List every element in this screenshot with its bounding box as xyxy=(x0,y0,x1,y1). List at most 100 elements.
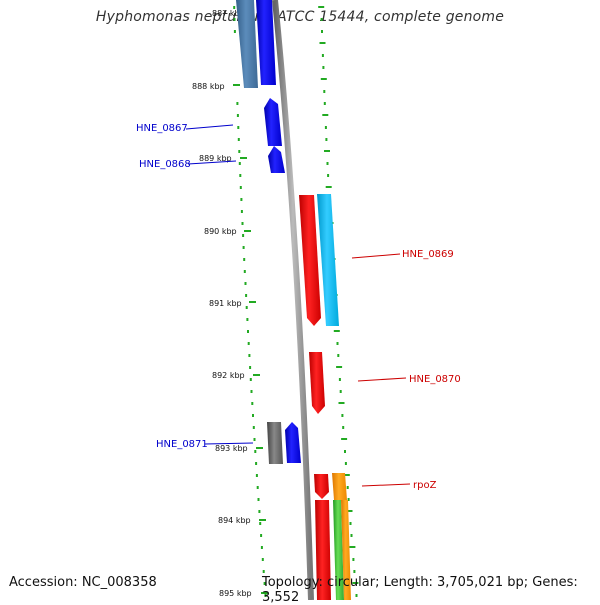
track-dot xyxy=(339,390,342,393)
track-dot xyxy=(327,174,330,177)
map-title: Hyphomonas neptunium ATCC 15444, complet… xyxy=(95,9,505,25)
track-dot xyxy=(347,498,350,501)
gene-hne-0870[interactable] xyxy=(309,352,325,414)
track-dot xyxy=(263,582,266,585)
track-dot xyxy=(260,546,263,549)
track-dot xyxy=(233,18,236,21)
feature-red-2[interactable] xyxy=(315,500,331,600)
kbp-scale: 887 kbp 888 kbp 889 kbp 890 kbp 891 kbp … xyxy=(192,9,268,598)
kbp-label-887: 887 kbp xyxy=(212,9,245,18)
track-dot xyxy=(244,282,247,285)
kbp-label-894: 894 kbp xyxy=(218,516,251,525)
track-dot xyxy=(333,330,340,332)
track-dot xyxy=(255,462,258,465)
track-dot xyxy=(243,270,246,273)
gene-hne-0869[interactable] xyxy=(299,195,321,326)
track-dot xyxy=(261,558,264,561)
kbp-label-889: 889 kbp xyxy=(199,154,232,163)
track-dot xyxy=(251,402,254,405)
track-dot xyxy=(247,342,250,345)
gene-hne-0867[interactable] xyxy=(264,98,282,146)
track-dot xyxy=(245,306,248,309)
label-hne-0868[interactable]: HNE_0868 xyxy=(139,159,191,170)
feature-green-1[interactable] xyxy=(333,500,344,600)
label-hne-0871[interactable]: HNE_0871 xyxy=(156,439,208,450)
track-dot xyxy=(349,546,356,548)
gene-hne-0868[interactable] xyxy=(268,146,285,173)
track-dot xyxy=(252,414,254,417)
track-dot xyxy=(341,438,348,440)
track-dot xyxy=(352,582,359,584)
track-dot xyxy=(242,246,245,249)
feature-blue-1[interactable] xyxy=(256,0,276,85)
kbp-label-893: 893 kbp xyxy=(215,444,248,453)
leader-hne-0871 xyxy=(204,442,254,445)
track-dot xyxy=(249,378,252,381)
track-dot xyxy=(233,30,236,33)
track-dot xyxy=(257,498,260,501)
track-dot xyxy=(322,66,325,69)
track-dot xyxy=(338,378,341,381)
track-dot xyxy=(240,210,243,213)
track-dot xyxy=(323,90,326,93)
track-dot xyxy=(246,318,249,321)
track-dot xyxy=(238,162,241,165)
track-dot xyxy=(319,42,326,44)
track-dot xyxy=(242,234,245,237)
reverse-strand-features xyxy=(236,0,301,464)
feature-steel-1[interactable] xyxy=(236,0,258,88)
kbp-label-891: 891 kbp xyxy=(209,299,242,308)
track-dot xyxy=(238,150,241,153)
gene-rpoz[interactable] xyxy=(314,474,329,499)
track-dot xyxy=(249,366,252,369)
feature-cyan-1[interactable] xyxy=(317,194,339,326)
leader-hne-0867 xyxy=(185,124,234,130)
chromosome-backbone xyxy=(272,0,314,600)
track-dot xyxy=(336,366,343,368)
track-dot xyxy=(239,186,242,189)
track-dot xyxy=(236,114,239,117)
label-hne-0870[interactable]: HNE_0870 xyxy=(409,374,461,385)
track-dot xyxy=(236,102,239,105)
accession-text: Accession: NC_008358 xyxy=(9,575,157,590)
track-dot xyxy=(344,450,346,453)
track-dot xyxy=(243,258,246,261)
leader-hne-0869 xyxy=(351,253,401,259)
track-dot xyxy=(233,6,236,9)
track-dot xyxy=(325,186,332,188)
track-dot xyxy=(237,138,240,141)
track-dot xyxy=(241,222,244,225)
feature-orange-2[interactable] xyxy=(341,500,351,600)
track-dot xyxy=(320,18,323,21)
track-dot xyxy=(325,138,328,141)
label-hne-0869[interactable]: HNE_0869 xyxy=(402,249,454,260)
leader-hne-0868 xyxy=(187,160,237,165)
label-hne-0867[interactable]: HNE_0867 xyxy=(136,123,188,134)
track-dot xyxy=(349,522,352,525)
track-dot xyxy=(323,102,326,105)
track-dot xyxy=(355,594,358,597)
track-dot xyxy=(254,450,257,453)
track-dot xyxy=(252,426,255,429)
track-dot xyxy=(264,594,267,597)
feature-gray-1[interactable] xyxy=(267,422,283,464)
track-dot xyxy=(253,438,256,441)
kbp-label-895: 895 kbp xyxy=(219,589,252,598)
track-dot xyxy=(343,474,350,476)
track-dot xyxy=(320,78,327,80)
track-dot xyxy=(255,474,258,477)
feature-orange-1[interactable] xyxy=(332,473,347,500)
track-dot xyxy=(338,402,345,404)
track-dot xyxy=(337,354,340,357)
track-dot xyxy=(346,486,349,489)
forward-strand-features xyxy=(299,194,351,600)
label-rpoz[interactable]: rpoZ xyxy=(413,480,437,491)
gene-hne-0871[interactable] xyxy=(285,422,301,463)
track-dot xyxy=(324,126,327,129)
track-dot xyxy=(259,522,262,525)
track-dot xyxy=(247,330,249,333)
track-dot xyxy=(346,510,353,512)
track-dot xyxy=(336,342,339,345)
kbp-label-892: 892 kbp xyxy=(212,371,245,380)
